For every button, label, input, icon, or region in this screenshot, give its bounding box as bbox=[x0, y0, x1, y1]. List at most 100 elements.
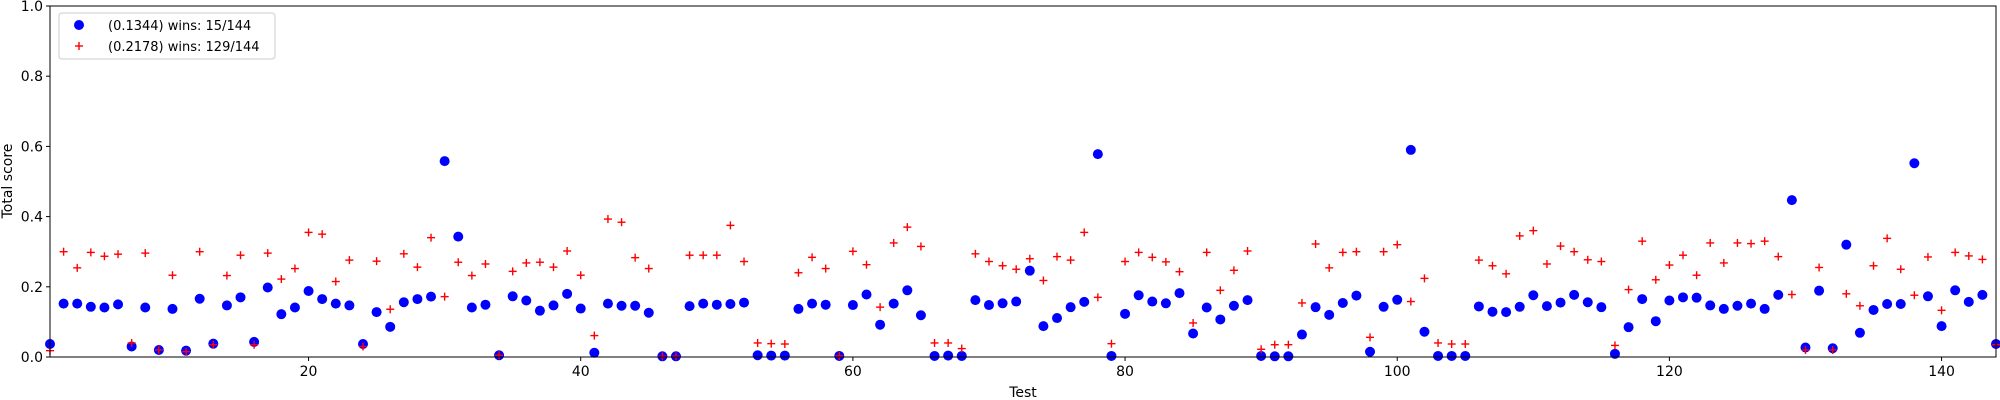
series-2-point bbox=[318, 230, 327, 239]
series-1-point bbox=[779, 350, 790, 361]
series-2-point bbox=[835, 351, 844, 360]
series-2-point bbox=[1474, 256, 1483, 265]
series-2-point bbox=[1502, 269, 1511, 278]
legend-marker-plus bbox=[75, 42, 83, 50]
x-axis-label: Test bbox=[1008, 385, 1037, 400]
series-1-point bbox=[1487, 306, 1498, 317]
series-1-point bbox=[1201, 302, 1212, 313]
series-1-point bbox=[1936, 321, 1947, 332]
series-1-point bbox=[643, 307, 654, 318]
series-2-point bbox=[454, 258, 463, 267]
series-2-point bbox=[1706, 238, 1715, 247]
legend-label-series-2: (0.2178) wins: 129/144 bbox=[108, 40, 260, 55]
series-2-point bbox=[1801, 345, 1810, 354]
series-2-point bbox=[195, 247, 204, 256]
series-2-point bbox=[984, 257, 993, 266]
series-2-point bbox=[413, 263, 422, 272]
series-1-point bbox=[1365, 346, 1376, 357]
series-2-point bbox=[1937, 306, 1946, 315]
series-2-point bbox=[1719, 258, 1728, 267]
series-2-point bbox=[331, 277, 340, 286]
series-2-point bbox=[399, 249, 408, 258]
series-1-point bbox=[1310, 302, 1321, 313]
x-axis-ticks: 20 40 60 80 100 120 140 bbox=[300, 357, 1955, 380]
y-axis-ticks: 0.0 0.2 0.4 0.6 0.8 1.0 bbox=[21, 0, 50, 366]
series-2-point bbox=[1883, 234, 1892, 243]
series-2-point bbox=[427, 233, 436, 242]
y-axis-label: Total score bbox=[0, 144, 16, 220]
series-1-point bbox=[1269, 351, 1280, 362]
series-2-point bbox=[1434, 338, 1443, 347]
series-2-point bbox=[1161, 257, 1170, 266]
series-1-point bbox=[1541, 301, 1552, 312]
series-2-point bbox=[1338, 248, 1347, 257]
series-2-point bbox=[780, 340, 789, 349]
series-2-point bbox=[1896, 265, 1905, 274]
series-2-point bbox=[944, 338, 953, 347]
series-2-point bbox=[1148, 253, 1157, 262]
series-2-point bbox=[290, 264, 299, 273]
series-2-point bbox=[1311, 239, 1320, 248]
series-2-point bbox=[236, 251, 245, 260]
series-2-point bbox=[1447, 340, 1456, 349]
series-1-point bbox=[1324, 309, 1335, 320]
series-2-point bbox=[467, 271, 476, 280]
x-tick-label: 120 bbox=[1656, 364, 1683, 380]
x-tick-label: 20 bbox=[300, 364, 318, 380]
series-1-point bbox=[1419, 326, 1430, 337]
series-2-point bbox=[1747, 239, 1756, 248]
series-1-point bbox=[807, 298, 818, 309]
series-1-point bbox=[1079, 296, 1090, 307]
series-1-point bbox=[1909, 158, 1920, 169]
series-1-point bbox=[276, 309, 287, 320]
series-2-point bbox=[1107, 339, 1116, 348]
series-2-point bbox=[1053, 252, 1062, 261]
series-2-point bbox=[1733, 238, 1742, 247]
series-1-point bbox=[630, 300, 641, 311]
series-1-point bbox=[262, 282, 273, 293]
series-2-point bbox=[1787, 290, 1796, 299]
series-2-point bbox=[535, 258, 544, 267]
series-1-point bbox=[902, 285, 913, 296]
series-2-point bbox=[1529, 226, 1538, 235]
series-1-point bbox=[711, 299, 722, 310]
series-1-point bbox=[453, 231, 464, 242]
series-2-point bbox=[1692, 271, 1701, 280]
x-tick-label: 40 bbox=[572, 364, 590, 380]
series-2-point bbox=[1325, 263, 1334, 272]
series-2-point bbox=[794, 268, 803, 277]
series-1-point bbox=[480, 299, 491, 310]
y-tick-label: 0.4 bbox=[21, 210, 43, 226]
series-2-point bbox=[1760, 237, 1769, 246]
series-1-point bbox=[58, 298, 69, 309]
series-1-point bbox=[956, 350, 967, 361]
series-1-point bbox=[1746, 298, 1757, 309]
series-2-point bbox=[1039, 276, 1048, 285]
series-2-point bbox=[1638, 237, 1647, 246]
series-2-point bbox=[304, 228, 313, 237]
series-1-point bbox=[1868, 304, 1879, 315]
series-2-point bbox=[1366, 333, 1375, 342]
legend-marker-circle bbox=[74, 20, 84, 30]
series-2-point bbox=[1665, 261, 1674, 270]
series-1-point bbox=[766, 350, 777, 361]
series-2-point bbox=[1406, 297, 1415, 306]
series-2-point bbox=[250, 340, 259, 349]
series-2-point bbox=[168, 271, 177, 280]
series-2-point bbox=[1515, 231, 1524, 240]
series-2-point bbox=[1297, 298, 1306, 307]
series-1-point bbox=[1922, 291, 1933, 302]
series-2-point bbox=[1869, 261, 1878, 270]
series-1-point bbox=[1106, 350, 1117, 361]
series-1-point bbox=[507, 291, 518, 302]
series-2-point bbox=[658, 352, 667, 361]
series-1-point bbox=[1596, 302, 1607, 313]
series-1-point bbox=[602, 298, 613, 309]
series-1-point bbox=[1228, 300, 1239, 311]
series-2-point bbox=[808, 253, 817, 262]
series-1-point bbox=[1705, 300, 1716, 311]
series-1-point bbox=[412, 294, 423, 305]
series-1-point bbox=[1963, 296, 1974, 307]
series-2-point bbox=[1012, 265, 1021, 274]
